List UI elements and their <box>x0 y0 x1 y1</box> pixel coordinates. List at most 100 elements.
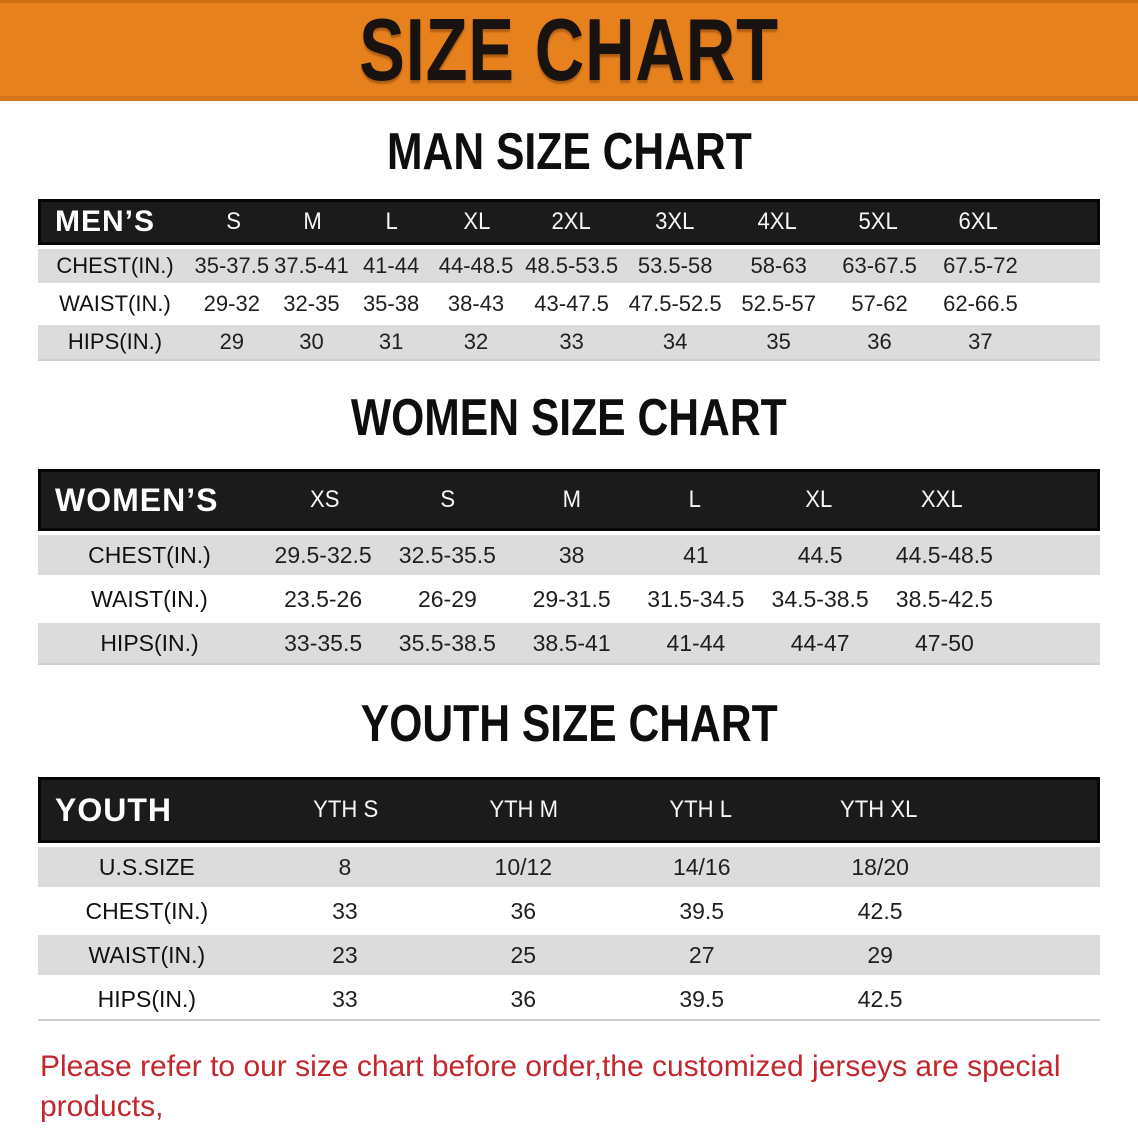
size-value-cell: 48.5-53.5 <box>525 253 619 278</box>
size-value-cell: 42.5 <box>857 985 903 1012</box>
size-value-cell: 31.5-34.5 <box>647 585 745 612</box>
size-value-cell: 26-29 <box>417 585 477 612</box>
size-value-cell: 29.5-32.5 <box>274 541 372 568</box>
size-value-cell: 32 <box>463 329 489 354</box>
women-size-section: WOMEN SIZE CHART WOMEN’S XS S M L XL XXL CHEST(… <box>0 392 1138 665</box>
size-value-cell: 57-62 <box>851 291 908 316</box>
row-label: HIPS(IN.) <box>67 329 163 354</box>
size-value-cell: 34.5-38.5 <box>771 585 869 612</box>
size-column-header: 3XL <box>654 208 695 235</box>
table-row: CHEST(IN.) 29.5-32.5 32.5-35.5 38 41 44.5 44.5… <box>38 535 1100 575</box>
size-value-cell: 33-35.5 <box>284 629 363 656</box>
size-value-cell: 39.5 <box>679 897 725 924</box>
size-column-header: 6XL <box>958 208 998 235</box>
size-value-cell: 62-66.5 <box>943 291 1018 316</box>
size-column-header: 5XL <box>858 208 898 235</box>
row-label: WAIST(IN.) <box>59 291 171 316</box>
row-label: WAIST(IN.) <box>91 585 208 612</box>
size-value-cell: 38-43 <box>447 291 505 316</box>
men-size-table: MEN’S S M L XL 2XL 3XL 4XL 5XL 6XL CHEST(IN.) 35-37… <box>38 199 1100 361</box>
size-column-header: S <box>226 208 242 235</box>
size-value-cell: 41-44 <box>666 629 726 656</box>
disclaimer-text: Please refer to our size chart before or… <box>40 1047 1118 1132</box>
row-label: HIPS(IN.) <box>100 629 199 656</box>
youth-size-heading: YOUTH SIZE CHART <box>360 695 778 753</box>
size-value-cell: 52.5-57 <box>741 291 816 316</box>
size-column-header: YTH M <box>489 796 558 823</box>
size-value-cell: 35-38 <box>362 291 420 316</box>
size-column-header: XL <box>805 486 833 513</box>
size-value-cell: 38 <box>558 541 585 568</box>
table-row: CHEST(IN.) 35-37.5 37.5-41 41-44 44-48.5 48.5… <box>38 249 1100 283</box>
size-value-cell: 27 <box>688 941 715 968</box>
man-size-heading: MAN SIZE CHART <box>386 123 752 181</box>
table-row: HIPS(IN.) 29 30 31 32 33 34 35 36 37 <box>38 325 1100 359</box>
table-title: YOUTH <box>55 791 172 828</box>
size-value-cell: 25 <box>510 941 537 968</box>
table-row: WAIST(IN.) 29-32 32-35 35-38 38-43 43-47.5 47.… <box>38 287 1100 321</box>
size-column-header: M <box>562 486 581 513</box>
table-row: U.S.SIZE 8 10/12 14/16 18/20 <box>38 847 1100 887</box>
row-label: HIPS(IN.) <box>97 985 197 1012</box>
size-value-cell: 39.5 <box>679 985 725 1012</box>
size-value-cell: 29 <box>867 941 893 968</box>
size-value-cell: 38.5-42.5 <box>895 585 993 612</box>
size-value-cell: 35 <box>766 329 791 354</box>
size-column-header: L <box>385 208 399 235</box>
size-value-cell: 47-50 <box>914 629 974 656</box>
size-value-cell: 58-63 <box>750 253 807 278</box>
size-value-cell: 32.5-35.5 <box>398 541 496 568</box>
size-column-header: YTH L <box>669 796 733 823</box>
youth-size-table: YOUTH YTH S YTH M YTH L YTH XL U.S.SIZE 8 10/12… <box>38 777 1100 1021</box>
size-value-cell: 10/12 <box>494 853 553 880</box>
row-label: CHEST(IN.) <box>88 541 211 568</box>
size-value-cell: 37 <box>968 329 993 354</box>
women-size-table: WOMEN’S XS S M L XL XXL CHEST(IN.) 29.5-32.5 32.5… <box>38 469 1100 665</box>
table-title: WOMEN’S <box>55 481 219 518</box>
size-column-header: XL <box>463 208 491 235</box>
size-value-cell: 33 <box>559 329 584 354</box>
size-value-cell: 36 <box>510 985 537 1012</box>
size-value-cell: 36 <box>867 329 892 354</box>
disclaimer-line-1: Please refer to our size chart before or… <box>40 1050 1061 1123</box>
size-value-cell: 37.5-41 <box>274 253 349 278</box>
size-value-cell: 33 <box>332 897 358 924</box>
size-value-cell: 23 <box>332 941 358 968</box>
size-value-cell: 41 <box>683 541 709 568</box>
size-column-header: YTH S <box>313 796 379 823</box>
size-value-cell: 35.5-38.5 <box>398 629 496 656</box>
size-value-cell: 36 <box>510 897 537 924</box>
size-value-cell: 29-31.5 <box>532 585 611 612</box>
size-value-cell: 31 <box>378 329 404 354</box>
size-column-header: YTH XL <box>839 796 918 823</box>
size-value-cell: 29-32 <box>203 291 260 316</box>
size-value-cell: 41-44 <box>362 253 420 278</box>
size-value-cell: 8 <box>338 853 352 880</box>
row-label: CHEST(IN.) <box>85 897 209 924</box>
size-value-cell: 42.5 <box>857 897 903 924</box>
size-column-header: 2XL <box>551 208 592 235</box>
women-size-heading: WOMEN SIZE CHART <box>351 389 787 447</box>
size-value-cell: 33 <box>332 985 358 1012</box>
size-column-header: L <box>689 486 702 513</box>
size-value-cell: 32-35 <box>283 291 340 316</box>
table-row: CHEST(IN.) 33 36 39.5 42.5 <box>38 891 1100 931</box>
table-row: HIPS(IN.) 33 36 39.5 42.5 <box>38 979 1100 1019</box>
banner-title: SIZE CHART <box>359 0 779 99</box>
size-value-cell: 47.5-52.5 <box>628 291 722 316</box>
table-row: WAIST(IN.) 23.5-26 26-29 29-31.5 31.5-34.5 34… <box>38 579 1100 619</box>
size-value-cell: 63-67.5 <box>842 253 917 278</box>
size-value-cell: 23.5-26 <box>284 585 363 612</box>
size-column-header: XS <box>309 486 340 513</box>
size-column-header: XXL <box>921 486 964 513</box>
size-column-header: 4XL <box>757 208 798 235</box>
size-value-cell: 44-47 <box>790 629 850 656</box>
size-value-cell: 14/16 <box>672 853 731 880</box>
size-value-cell: 53.5-58 <box>637 253 713 278</box>
size-column-header: S <box>440 486 456 513</box>
table-row: HIPS(IN.) 33-35.5 35.5-38.5 38.5-41 41-44 44-… <box>38 623 1100 663</box>
man-size-section: MAN SIZE CHART MEN’S S M L XL 2XL 3XL 4XL 5XL 6XL… <box>0 126 1138 361</box>
row-label: CHEST(IN.) <box>56 253 174 278</box>
table-title: MEN’S <box>55 205 156 238</box>
size-value-cell: 18/20 <box>851 853 909 880</box>
